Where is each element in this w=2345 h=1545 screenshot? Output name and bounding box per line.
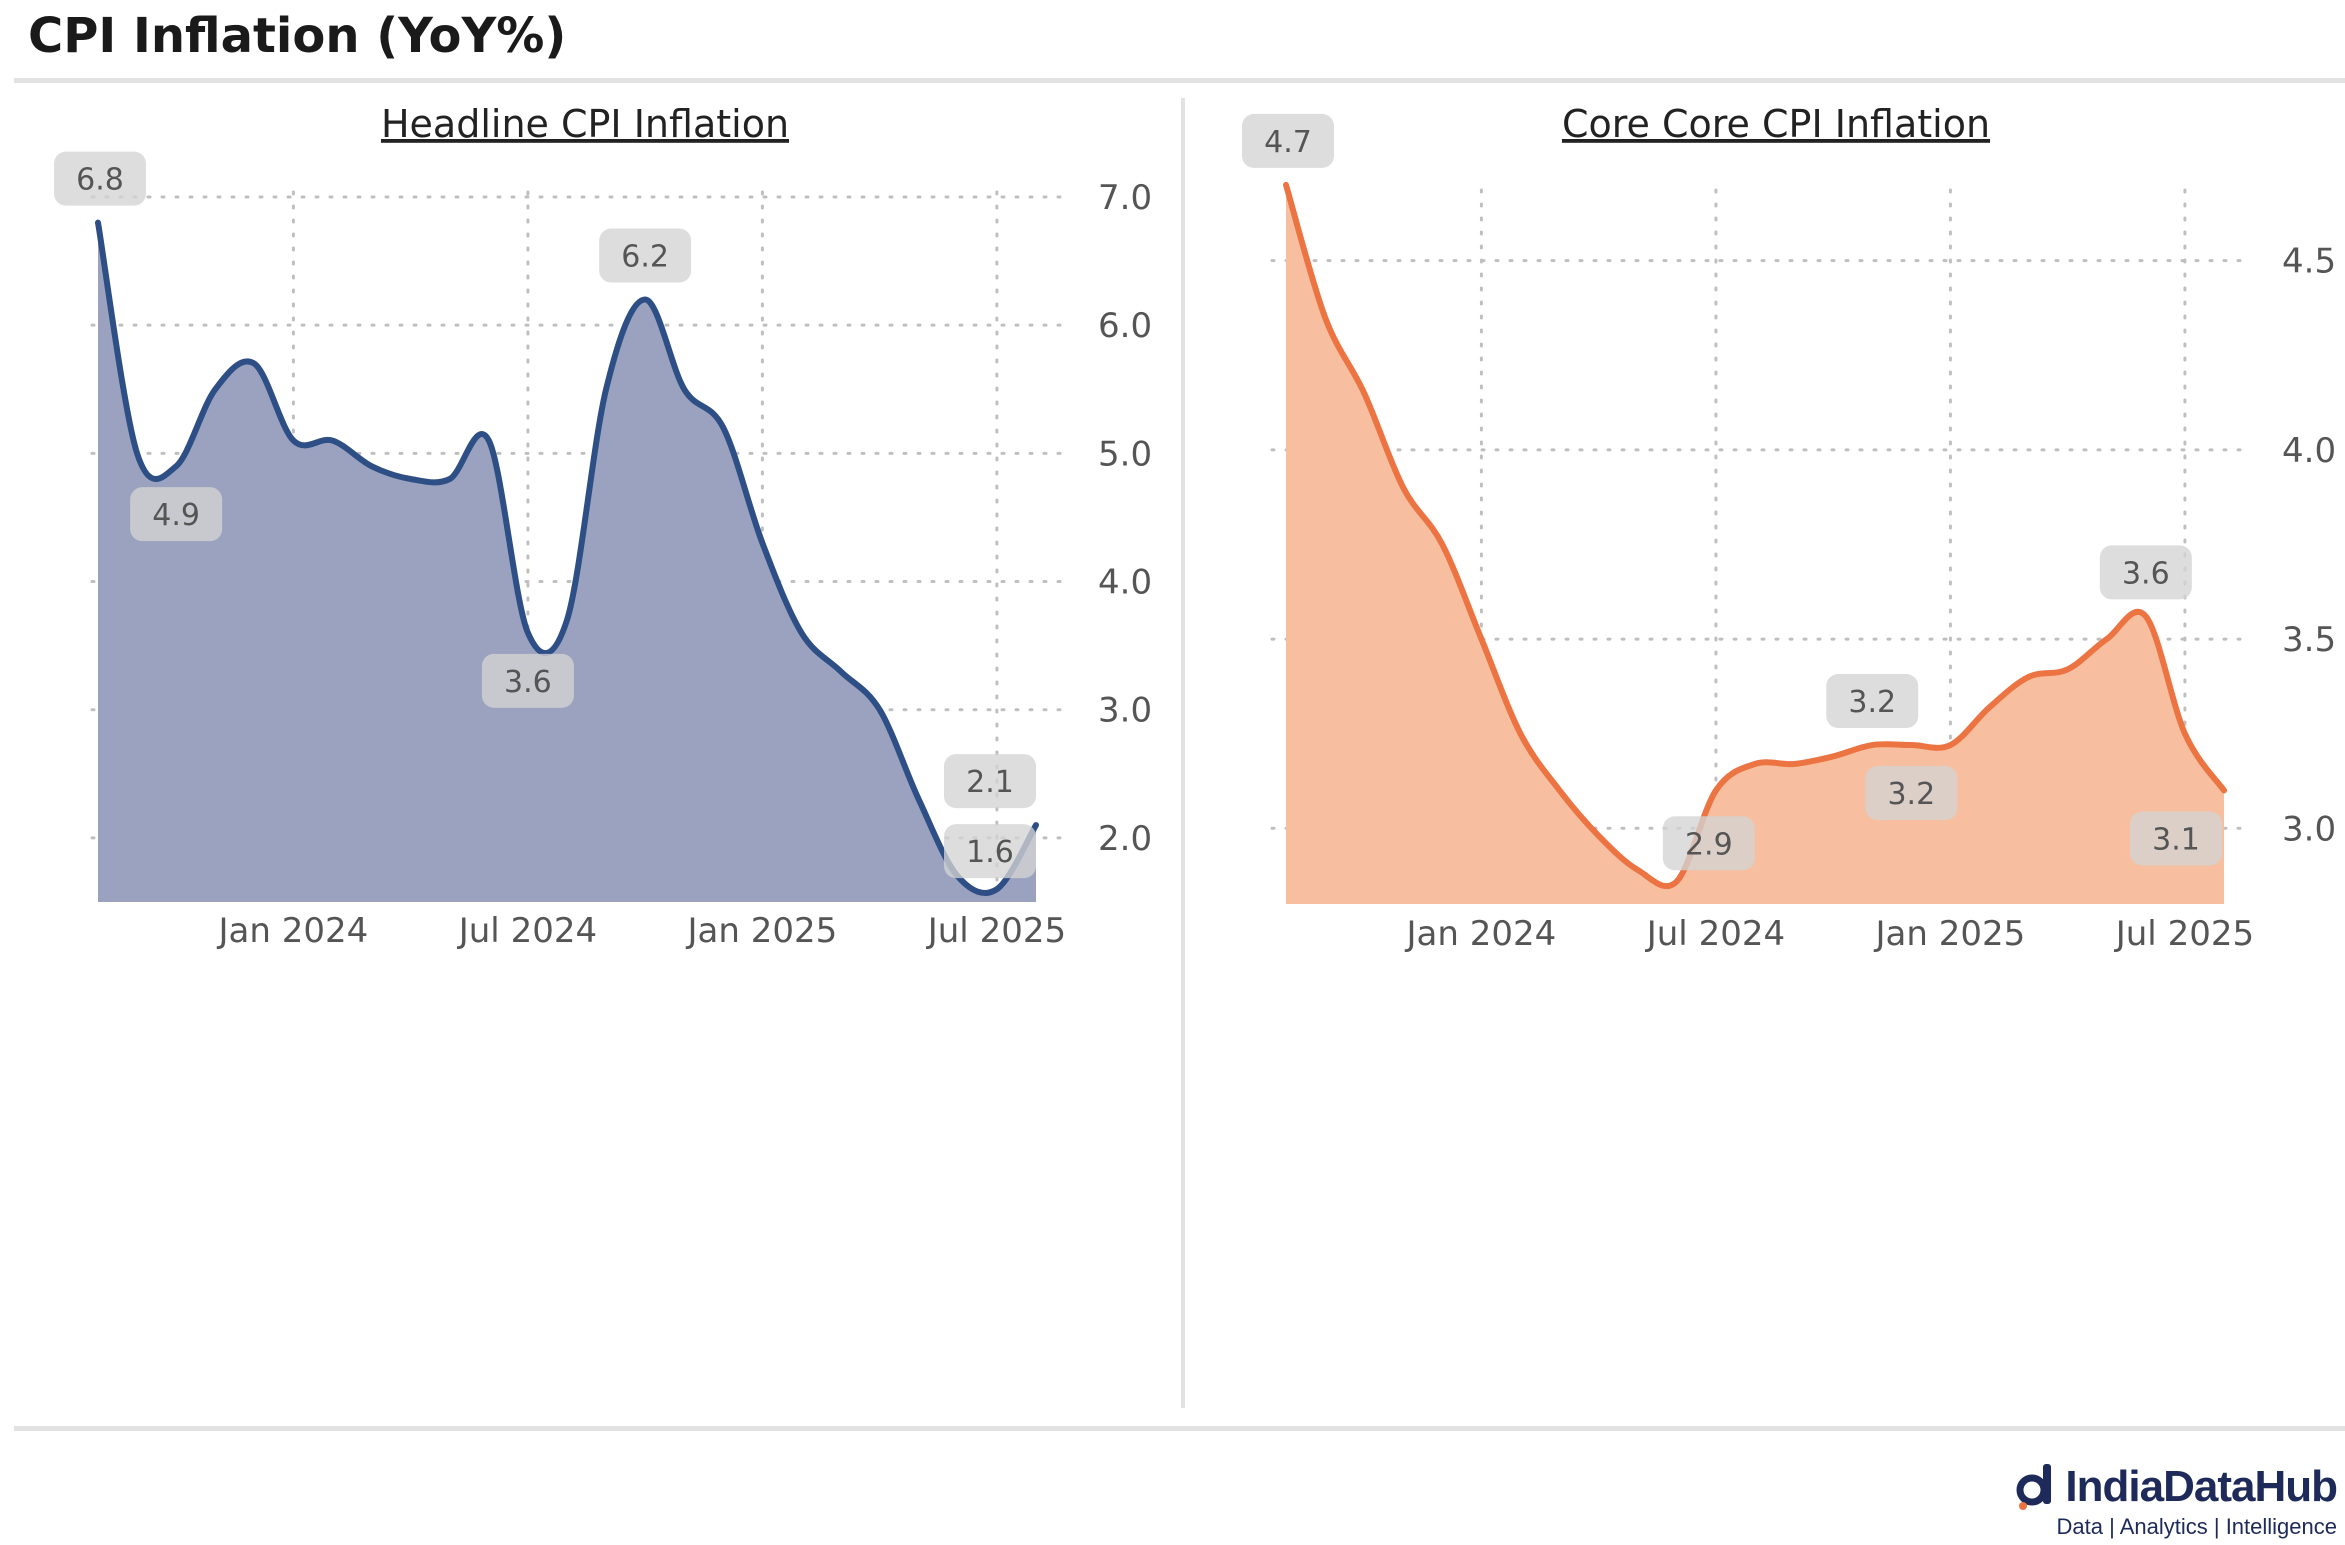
- data-label-badge: [481, 653, 574, 708]
- x-tick-label: Jan 2024: [217, 911, 369, 951]
- y-tick-label: 2.0: [1098, 819, 1152, 859]
- x-tick-label: Jul 2025: [2114, 914, 2254, 954]
- data-label-badge: [944, 824, 1036, 879]
- y-tick-label: 4.5: [2282, 242, 2336, 282]
- logo-tagline: Data | Analytics | Intelligence: [2056, 1514, 2337, 1539]
- series-line: [1283, 181, 2227, 890]
- y-tick-label: 3.0: [2282, 809, 2336, 849]
- data-label-badge: [54, 151, 146, 206]
- y-tick-label: 6.0: [1098, 306, 1152, 346]
- data-label: 4.7: [1264, 125, 1312, 160]
- data-label-badge: [1662, 816, 1755, 871]
- data-label: 6.2: [621, 240, 669, 275]
- area-fill: [1286, 184, 2224, 904]
- y-tick-label: 3.0: [1098, 691, 1152, 731]
- chart-title: Core Core CPI Inflation: [1562, 102, 1990, 146]
- data-label: 3.2: [1848, 685, 1896, 720]
- x-tick-label: Jan 2025: [686, 911, 838, 951]
- y-tick-label: 4.0: [1098, 563, 1152, 603]
- headline-cpi-chart: Headline CPI Inflation 2.0 3.0 4.0 5.0 6.0 7.0…: [54, 102, 1152, 951]
- x-tick-label: Jul 2024: [1645, 914, 1785, 954]
- series-line: [95, 219, 1039, 896]
- data-label: 2.1: [966, 765, 1014, 800]
- y-tick-label: 4.0: [2282, 431, 2336, 471]
- data-label-badge: [944, 754, 1036, 809]
- chart-title: Headline CPI Inflation: [381, 102, 789, 146]
- logo-name: IndiaDataHub: [2065, 1462, 2338, 1511]
- top-divider: [14, 78, 2345, 83]
- y-tick-label: 3.5: [2282, 620, 2336, 660]
- data-label-badge: [2130, 811, 2222, 866]
- data-label: 1.6: [966, 835, 1014, 870]
- data-label: 3.6: [2122, 556, 2170, 591]
- data-label-badge: [599, 228, 692, 283]
- data-label: 2.9: [1685, 827, 1733, 862]
- data-label-badge: [130, 487, 223, 542]
- data-label: 3.2: [1887, 777, 1935, 812]
- area-fill: [98, 222, 1036, 903]
- panel-divider: [1181, 98, 1185, 1408]
- india-data-hub-logo: IndiaDataHub Data | Analytics | Intellig…: [2013, 1462, 2338, 1540]
- data-label-badge: [1865, 766, 1958, 821]
- data-label-badge: [2099, 545, 2192, 600]
- x-tick-label: Jul 2024: [457, 911, 597, 951]
- x-tick-label: Jan 2024: [1405, 914, 1557, 954]
- x-tick-label: Jul 2025: [926, 911, 1066, 951]
- logo-mark-icon: [2016, 1464, 2052, 1510]
- x-tick-label: Jan 2025: [1874, 914, 2026, 954]
- y-tick-label: 5.0: [1098, 434, 1152, 474]
- core-core-cpi-chart: Core Core CPI Inflation 3.0 3.5 4.0 4.5 Jan 2…: [1242, 102, 2336, 954]
- page-title: CPI Inflation (YoY%): [28, 8, 567, 64]
- data-label-badge: [1242, 113, 1334, 168]
- data-label-badge: [1826, 674, 1919, 729]
- bottom-divider: [14, 1426, 2345, 1431]
- data-label: 4.9: [152, 498, 200, 533]
- data-label: 3.6: [504, 665, 552, 700]
- y-tick-label: 7.0: [1098, 178, 1152, 218]
- data-label: 3.1: [2152, 822, 2200, 857]
- data-label: 6.8: [76, 163, 124, 198]
